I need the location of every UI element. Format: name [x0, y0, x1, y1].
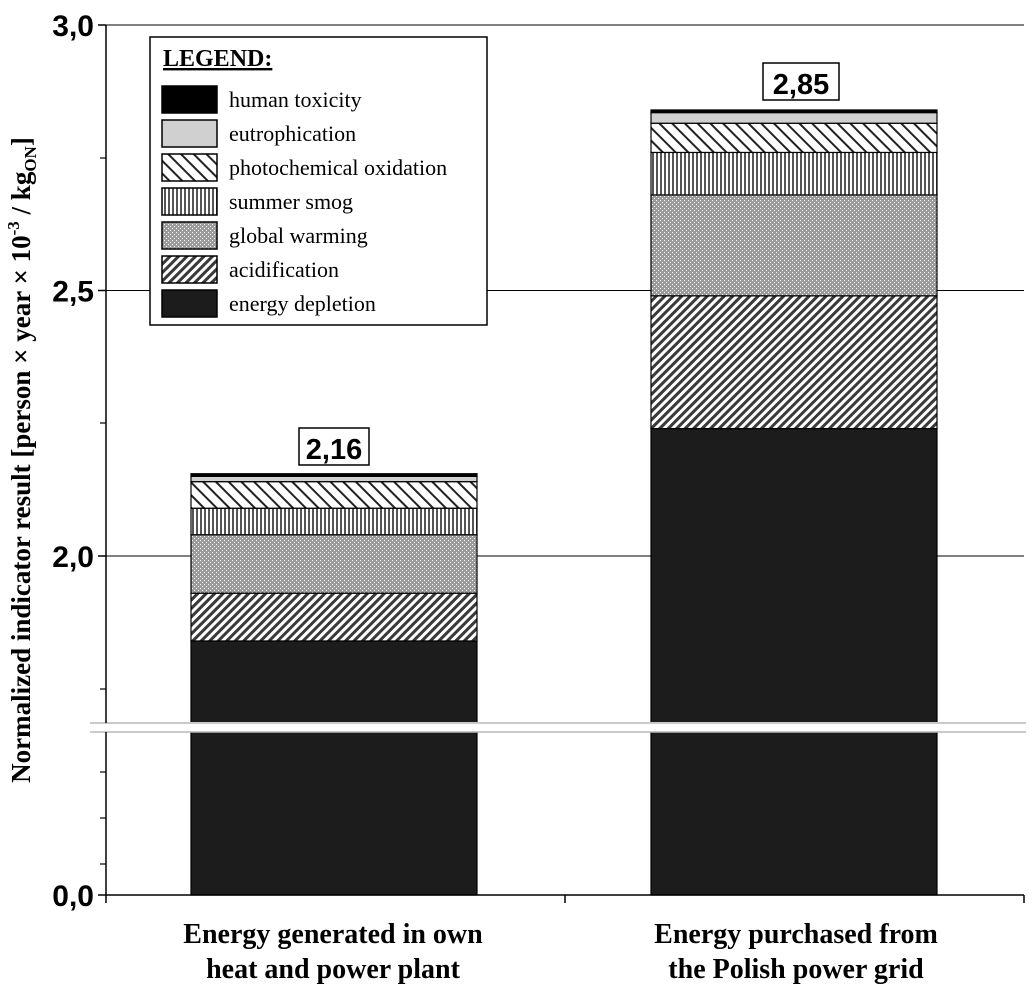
legend-label-photochemical-oxidation: photochemical oxidation	[229, 155, 447, 180]
bar-2-summer-smog	[650, 151, 938, 196]
svg-text:2,16: 2,16	[306, 434, 362, 466]
y-tick-label-0-0: 0,0	[52, 880, 94, 913]
x-category-label-2: Energy purchased from the Polish power g…	[654, 919, 938, 985]
bar-2-human-toxicity	[650, 109, 938, 114]
legend-swatch-summer-smog	[161, 187, 218, 216]
y-tick-label-2-5: 2,5	[52, 276, 94, 309]
legend-swatch-global-warming	[161, 221, 218, 250]
svg-text:Energy purchased from: Energy purchased from	[654, 919, 938, 950]
bar-2-global-warming	[650, 194, 938, 297]
svg-text:heat and power plant: heat and power plant	[206, 954, 461, 985]
legend-swatch-eutrophication	[161, 119, 218, 148]
bar-1-human-toxicity	[190, 473, 478, 477]
bar-1-energy-depletion	[190, 640, 478, 896]
total-label-bar-2: 2,85	[762, 62, 840, 101]
axis-break-gap	[0, 722, 1029, 732]
legend-label-acidification: acidification	[229, 257, 339, 282]
legend: LEGEND: human toxicity eutrophication phot…	[149, 36, 488, 326]
bar-2-acidification	[650, 295, 938, 430]
bar-2-energy-depletion	[650, 427, 938, 896]
legend-swatch-photochemical-oxidation	[161, 153, 218, 182]
svg-text:Energy generated in own: Energy generated in own	[183, 919, 483, 950]
total-label-bar-1: 2,16	[298, 427, 370, 466]
bar-1-global-warming	[190, 534, 478, 594]
legend-swatch-human-toxicity	[161, 85, 218, 114]
legend-label-eutrophication: eutrophication	[229, 121, 356, 146]
svg-text:2,85: 2,85	[773, 69, 829, 101]
bar-1-eutrophication	[190, 475, 478, 483]
legend-label-energy-depletion: energy depletion	[229, 291, 376, 316]
bar-2-eutrophication	[650, 112, 938, 124]
legend-label-global-warming: global warming	[229, 223, 368, 248]
legend-title: LEGEND:	[163, 46, 272, 72]
bar-2-photochemical-oxidation	[650, 122, 938, 154]
legend-label-human-toxicity: human toxicity	[229, 87, 362, 112]
bars	[190, 109, 938, 896]
y-axis-title: Normalized indicator result [person × ye…	[4, 137, 40, 783]
bar-1-summer-smog	[190, 507, 478, 536]
legend-label-summer-smog: summer smog	[229, 189, 353, 214]
bar-1-photochemical-oxidation	[190, 481, 478, 509]
y-tick-label-2-0: 2,0	[52, 541, 94, 574]
y-tick-label-3-0: 3,0	[52, 10, 94, 43]
svg-text:the Polish power grid: the Polish power grid	[668, 954, 924, 985]
legend-swatch-acidification	[161, 255, 218, 284]
x-category-label-1: Energy generated in own heat and power p…	[183, 919, 483, 985]
legend-swatch-energy-depletion	[161, 289, 218, 318]
axes: 0,0 2,0 2,5 3,0	[0, 10, 1029, 913]
bar-1-acidification	[190, 592, 478, 642]
